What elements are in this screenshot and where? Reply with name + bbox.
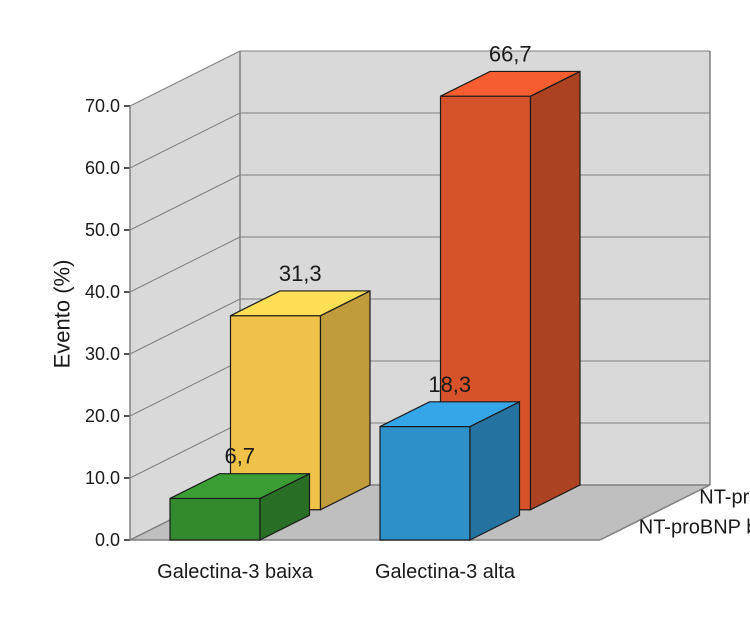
chart-container: Evento (%) 0.0 10.0 20.0 30.0 40.0 50.0 60.0 70… <box>0 0 750 628</box>
bar-side <box>531 71 581 509</box>
series-label: NT-proBNP alto <box>699 486 750 508</box>
y-tick-label: 50.0 <box>85 220 120 240</box>
bar-front <box>170 498 260 540</box>
y-tick-label: 0.0 <box>95 530 120 550</box>
bar-value-label: 31,3 <box>279 261 322 286</box>
bar-front <box>380 427 470 540</box>
bar-value-label: 66,7 <box>489 41 532 66</box>
series-label: NT-proBNP baixo <box>639 517 750 539</box>
bar3d-chart: 0.0 10.0 20.0 30.0 40.0 50.0 60.0 70.0 31,3 66,7 6… <box>0 0 750 628</box>
x-category-label: Galectina-3 baixa <box>157 561 314 583</box>
y-tick-label: 10.0 <box>85 468 120 488</box>
y-tick-label: 70.0 <box>85 96 120 116</box>
y-axis-label: Evento (%) <box>49 260 75 369</box>
x-category-label: Galectina-3 alta <box>375 561 516 583</box>
bar-value-label: 18,3 <box>428 372 471 397</box>
y-tick-label: 30.0 <box>85 344 120 364</box>
y-tick-label: 20.0 <box>85 406 120 426</box>
bar-value-label: 6,7 <box>224 444 255 469</box>
y-tick-label: 60.0 <box>85 158 120 178</box>
bar-side <box>321 291 371 510</box>
y-tick-label: 40.0 <box>85 282 120 302</box>
